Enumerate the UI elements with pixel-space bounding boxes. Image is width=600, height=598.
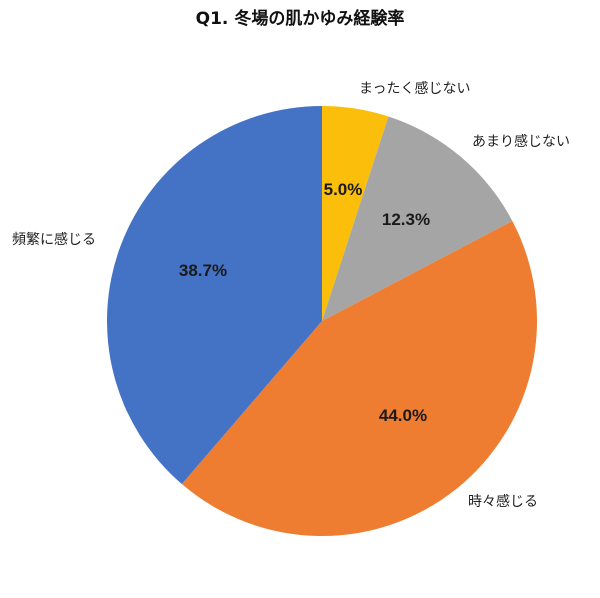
slice-category-label: 時々感じる — [468, 493, 538, 510]
slice-value-label: 5.0% — [324, 180, 363, 199]
slice-value-label: 44.0% — [379, 406, 427, 425]
pie-slice-4 — [106, 106, 322, 485]
pie-slice-3 — [181, 220, 537, 537]
slice-value-label: 12.3% — [382, 210, 430, 229]
pie-slice-2 — [322, 116, 513, 321]
chart-title: Q1. 冬場の肌かゆみ経験率 — [195, 9, 405, 29]
slice-category-label: あまり感じない — [472, 133, 570, 150]
slice-value-label: 38.7% — [179, 261, 227, 280]
pie-slice-1 — [322, 106, 389, 321]
slice-category-label: まったく感じない — [359, 80, 470, 97]
slice-category-label: 頻繁に感じる — [12, 231, 96, 248]
